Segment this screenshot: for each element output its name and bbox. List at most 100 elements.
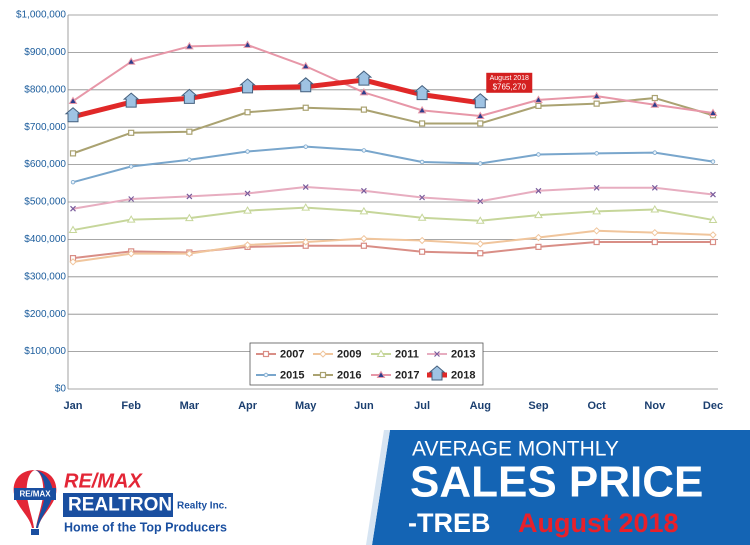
marker	[418, 120, 426, 127]
y-tick-label: $500,000	[24, 197, 66, 208]
line	[72, 229, 714, 263]
marker	[650, 100, 660, 108]
marker	[359, 87, 369, 96]
marker	[359, 206, 369, 215]
marker	[652, 150, 658, 155]
line	[72, 145, 714, 184]
marker	[126, 57, 136, 65]
series	[70, 144, 716, 185]
marker	[187, 157, 192, 162]
marker	[418, 248, 426, 255]
x-tick-label: Nov	[644, 400, 666, 412]
marker	[184, 213, 194, 222]
annotation-title: August 2018	[490, 75, 529, 82]
marker	[297, 77, 315, 93]
line	[72, 206, 714, 232]
marker	[239, 78, 256, 94]
marker	[360, 187, 367, 194]
marker	[593, 238, 600, 246]
marker	[185, 249, 194, 258]
marker	[122, 92, 140, 108]
marker	[361, 148, 367, 153]
marker	[418, 236, 426, 245]
y-tick-label: $900,000	[24, 47, 66, 58]
basket	[31, 529, 39, 535]
marker	[244, 190, 251, 197]
marker	[534, 210, 543, 219]
banner: AVERAGE MONTHLY SALES PRICE -TREB August…	[366, 430, 750, 545]
legend: 2007 2009 2011 2013 2015 2016 2017 2018	[249, 342, 484, 386]
x-tick-label: Jun	[354, 400, 374, 412]
balloon-stripe-blue	[35, 470, 53, 528]
marker	[651, 94, 658, 102]
marker	[592, 227, 601, 235]
marker	[360, 242, 368, 249]
balloon-text: RE/MAX	[19, 490, 51, 499]
marker	[184, 41, 194, 50]
legend-label: 2015	[280, 369, 304, 381]
marker	[243, 40, 252, 48]
marker	[592, 206, 602, 215]
marker	[475, 111, 485, 119]
marker	[319, 371, 327, 379]
banner-edge	[366, 430, 390, 545]
marker	[302, 238, 310, 246]
marker	[376, 370, 386, 378]
marker	[245, 149, 250, 154]
marker	[536, 152, 541, 157]
marker	[651, 228, 659, 237]
banner-panel	[372, 430, 750, 545]
marker	[478, 161, 483, 166]
banner-line1: AVERAGE MONTHLY	[412, 438, 619, 461]
marker	[594, 151, 599, 156]
office: REALTRON	[68, 495, 172, 516]
marker	[476, 240, 484, 248]
marker	[64, 107, 82, 123]
y-tick-label: $0	[55, 384, 67, 395]
marker	[69, 150, 77, 157]
marker	[302, 184, 309, 190]
marker	[128, 196, 135, 202]
marker	[68, 225, 78, 234]
banner-line2: SALES PRICE	[410, 458, 703, 507]
marker	[413, 85, 431, 101]
marker	[301, 61, 311, 70]
line	[72, 77, 481, 120]
marker	[360, 234, 368, 243]
legend-label: 2017	[395, 369, 419, 381]
marker	[593, 100, 600, 107]
marker	[243, 241, 252, 249]
marker	[70, 205, 76, 212]
x-tick-label: Dec	[703, 400, 723, 412]
y-tick-label: $300,000	[24, 271, 66, 282]
marker	[651, 238, 658, 246]
marker	[471, 93, 489, 109]
y-tick-label: $700,000	[24, 122, 66, 133]
legend-box	[249, 342, 484, 386]
marker	[710, 159, 716, 164]
marker	[477, 120, 484, 127]
balloon-band	[14, 488, 56, 500]
logo: RE/MAX RE/MAX REALTRON Realty Inc. Home …	[13, 470, 227, 535]
office-suffix: Realty Inc.	[177, 501, 227, 512]
legend-label: 2011	[395, 348, 419, 360]
marker	[303, 144, 308, 149]
marker	[477, 250, 484, 257]
marker	[128, 129, 135, 136]
x-tick-label: Oct	[587, 400, 606, 412]
marker	[360, 106, 368, 113]
marker	[243, 206, 252, 214]
legend-label: 2013	[451, 348, 475, 360]
brand: RE/MAX	[64, 470, 143, 492]
marker	[534, 95, 543, 103]
legend-label: 2016	[337, 369, 361, 381]
x-tick-label: Jan	[64, 400, 83, 412]
marker	[181, 88, 198, 104]
legend-label: 2007	[280, 348, 304, 360]
x-tick-label: Apr	[238, 400, 258, 412]
marker	[477, 198, 484, 205]
line	[72, 241, 713, 260]
marker	[651, 184, 658, 191]
x-tick-label: Sep	[528, 400, 548, 412]
